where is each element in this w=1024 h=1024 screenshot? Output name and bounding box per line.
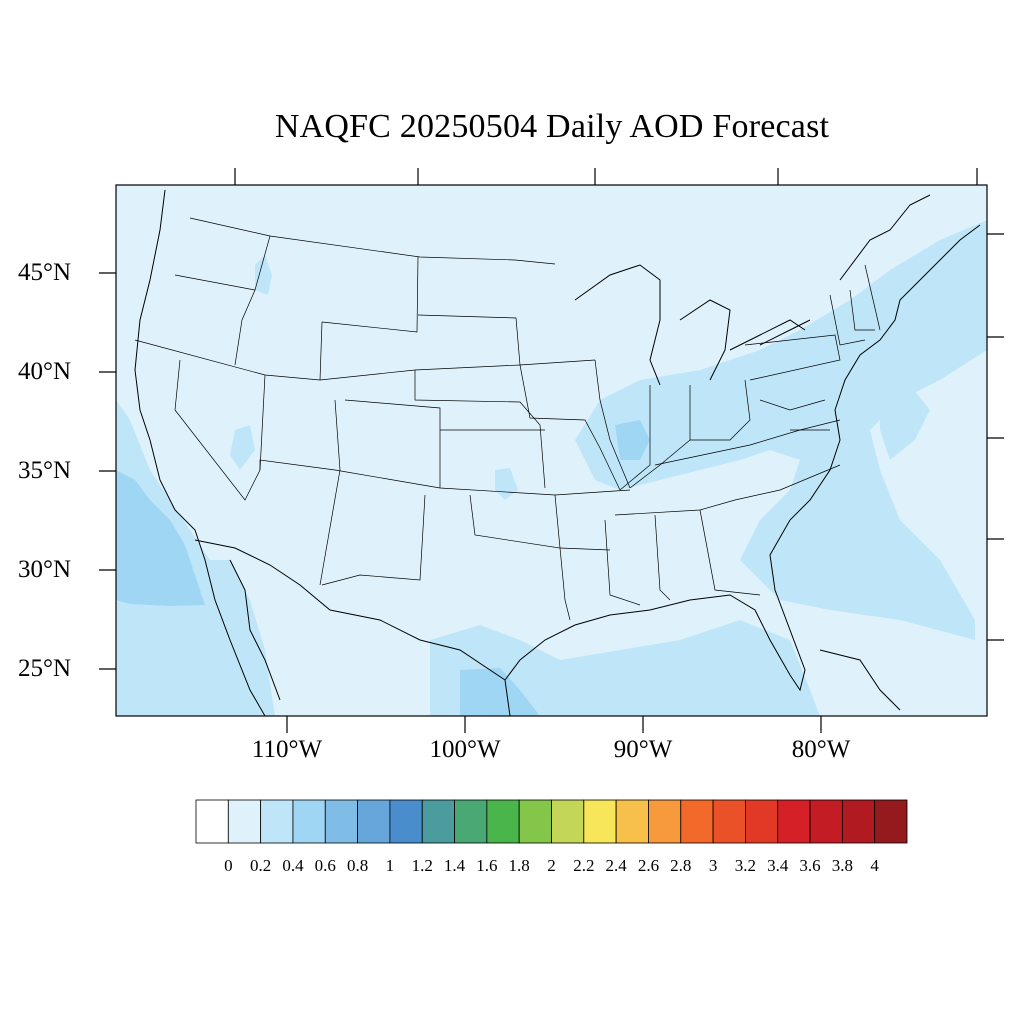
colorbar-swatch [292, 799, 326, 844]
aod-region-atlantic [880, 385, 930, 460]
colorbar-swatch [615, 799, 649, 844]
axis-ticks [99, 168, 1004, 733]
colorbar-swatch [874, 799, 908, 844]
lat-label-45n: 45°N [18, 259, 72, 286]
colorbar-tick-label: 3.6 [799, 856, 821, 875]
colorbar-tick-label: 1.4 [443, 856, 466, 875]
lon-label-90w: 90°W [613, 736, 673, 763]
colorbar-tick-label: 1 [385, 856, 395, 875]
colorbar-swatch [357, 799, 391, 844]
colorbar-swatch [841, 799, 876, 844]
lon-label-80w: 80°W [791, 736, 851, 763]
aod-shading [116, 220, 987, 716]
lon-label-110w: 110°W [251, 736, 323, 763]
colorbar-swatch [421, 799, 455, 844]
lat-label-35n: 35°N [18, 457, 72, 484]
aod-region-illinois [615, 420, 650, 460]
lon-label-100w: 100°W [429, 736, 501, 763]
colorbar-tick-label: 2 [547, 856, 556, 875]
map-frame [115, 184, 988, 717]
colorbar-tick-label: 3.2 [734, 856, 757, 875]
aod-region-gulf [430, 620, 820, 716]
colorbar-tick-label: 3.4 [767, 856, 789, 875]
colorbar-tick-label: 1.8 [508, 856, 530, 875]
aod-region-midwest [575, 220, 987, 640]
colorbar-tick-label: 2.4 [605, 856, 627, 875]
colorbar-swatch [809, 799, 843, 844]
colorbar-swatch [227, 799, 262, 844]
colorbar [195, 799, 908, 844]
colorbar-tick-label: 0.8 [346, 856, 369, 875]
colorbar-tick-label: 3 [708, 856, 718, 875]
aod-region-idaho [255, 255, 272, 295]
colorbar-swatch [777, 799, 811, 844]
colorbar-tick-label: 0.4 [282, 856, 304, 875]
lat-label-30n: 30°N [18, 556, 72, 583]
aod-region-utah [230, 425, 255, 470]
colorbar-swatch [195, 799, 229, 844]
colorbar-swatch [551, 799, 585, 844]
colorbar-swatch [486, 799, 520, 844]
aod-region-baja [200, 560, 275, 716]
colorbar-swatch [583, 799, 617, 844]
colorbar-tick-label: 1.6 [476, 856, 498, 875]
lat-label-40n: 40°N [18, 358, 72, 385]
colorbar-swatch [260, 799, 294, 844]
colorbar-swatch [680, 799, 714, 844]
colorbar-tick-label: 2.6 [637, 856, 660, 875]
colorbar-swatch [518, 799, 552, 844]
colorbar-tick-label: 0.2 [250, 856, 272, 875]
colorbar-swatch [454, 799, 488, 844]
colorbar-tick-label: 0 [224, 856, 233, 875]
colorbar-swatch [324, 799, 358, 844]
colorbar-tick-label: 0.6 [314, 856, 336, 875]
colorbar-tick-label: 2.8 [670, 856, 692, 875]
colorbar-tick-label: 2.2 [573, 856, 595, 875]
colorbar-swatch [648, 799, 682, 844]
colorbar-tick-label: 3.8 [831, 856, 853, 875]
aod-region-texas-coast [460, 668, 540, 716]
colorbar-swatch [389, 799, 423, 844]
colorbar-swatch [745, 799, 779, 844]
colorbar-tick-label: 1.2 [411, 856, 433, 875]
aod-region-pacific-core [116, 470, 205, 606]
state-boundaries [134, 217, 881, 621]
lat-label-25n: 25°N [18, 655, 72, 682]
colorbar-tick-label: 4 [870, 856, 879, 875]
map-title: NAQFC 20250504 Daily AOD Forecast [274, 108, 830, 145]
coastlines [134, 189, 981, 716]
colorbar-swatch [712, 799, 746, 844]
